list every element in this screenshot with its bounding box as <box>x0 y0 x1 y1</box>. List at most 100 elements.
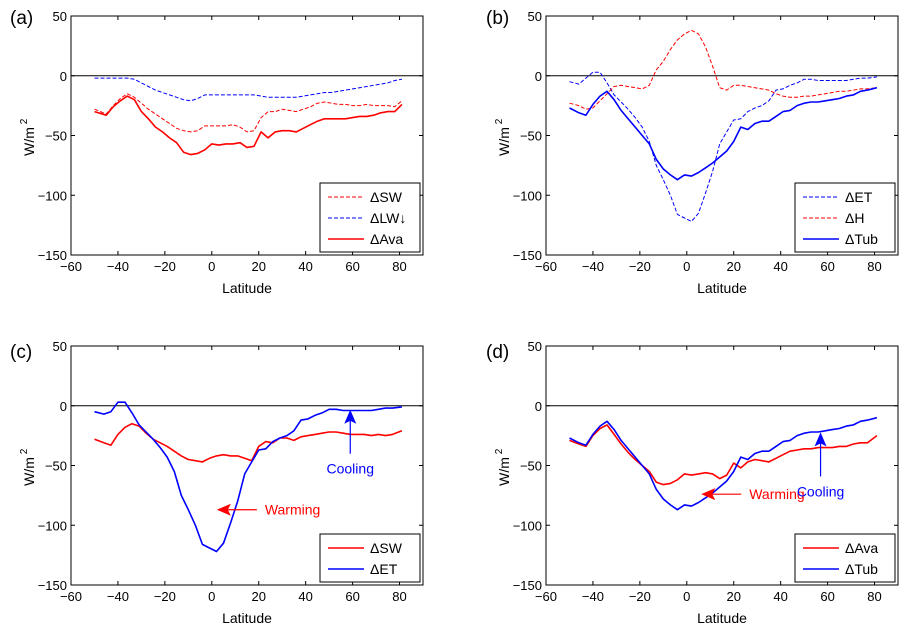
series-line-1 <box>94 422 403 463</box>
chart-panel-3: (c) −60 −40 −20 0 20 40 60 80 −150 −100 −50 0 50 Latit… <box>10 339 424 626</box>
y-axis-label-superscript: 2 <box>19 118 30 124</box>
arrow-head-icon <box>814 432 827 447</box>
legend-box <box>319 533 421 583</box>
x-tick-label: −60 <box>535 259 557 274</box>
y-tick-label: 50 <box>528 339 542 354</box>
annotation-warming: Warming <box>216 502 321 518</box>
x-tick-label: −40 <box>582 259 604 274</box>
y-tick-label: 0 <box>60 399 67 414</box>
y-tick-label: −50 <box>520 129 542 144</box>
x-axis-label: Latitude <box>697 610 747 626</box>
x-tick-label: −20 <box>154 259 176 274</box>
y-axis-label-superscript: 2 <box>494 118 505 124</box>
y-axis-label: W/m <box>21 127 37 156</box>
y-tick-label: −50 <box>45 459 67 474</box>
x-tick-label: −40 <box>107 259 129 274</box>
legend-entry: ΔTub <box>845 231 878 247</box>
y-tick-label: −50 <box>45 129 67 144</box>
legend-entry: ΔH <box>845 210 864 226</box>
legend-entry: ΔTub <box>845 561 878 577</box>
y-axis-label-group: W/m 2 <box>19 448 37 486</box>
x-tick-label: −20 <box>629 259 651 274</box>
chart-panel-2: (b) −60 −40 −20 0 20 40 60 80 −150 −100 −50 0 50 Latit… <box>486 8 899 296</box>
y-axis-label-group: W/m 2 <box>494 448 512 486</box>
y-tick-label: 0 <box>60 69 67 84</box>
legend: ΔET ΔH ΔTub <box>794 182 896 253</box>
series-line-2 <box>94 401 403 553</box>
annotation-text: Cooling <box>797 483 844 499</box>
y-tick-label: 50 <box>53 339 67 354</box>
x-tick-label: 0 <box>683 589 690 604</box>
y-axis-label: W/m <box>496 127 512 156</box>
x-tick-label: 0 <box>208 259 215 274</box>
series-line-2 <box>569 29 877 110</box>
panel-label: (b) <box>486 8 509 29</box>
x-tick-label: 80 <box>867 589 881 604</box>
x-tick-label: 20 <box>251 259 265 274</box>
y-tick-label: 0 <box>535 399 542 414</box>
chart-panel-4: (d) −60 −40 −20 0 20 40 60 80 −150 −100 −50 0 50 Latit… <box>486 339 899 626</box>
y-tick-label: −100 <box>38 518 67 533</box>
series-line-2 <box>569 416 878 511</box>
x-tick-label: 80 <box>392 589 406 604</box>
x-tick-label: −60 <box>60 259 82 274</box>
annotation-text: Warming <box>749 486 805 502</box>
x-tick-label: 0 <box>208 589 215 604</box>
annotation-cooling: Cooling <box>327 409 374 477</box>
x-tick-label: 20 <box>726 259 740 274</box>
series-line-1 <box>94 93 403 133</box>
y-tick-label: 0 <box>535 69 542 84</box>
x-tick-label: 40 <box>298 589 312 604</box>
x-tick-label: 80 <box>867 259 881 274</box>
series-line-3 <box>569 86 878 181</box>
series-line-3 <box>94 95 403 156</box>
legend-entry: ΔET <box>370 561 398 577</box>
legend-entry: ΔLW↓ <box>370 210 406 226</box>
annotation-text: Warming <box>265 502 321 518</box>
x-tick-label: −60 <box>535 589 557 604</box>
y-axis-label-superscript: 2 <box>494 448 505 454</box>
y-tick-label: −100 <box>513 518 542 533</box>
annotation-warming: Warming <box>701 486 805 502</box>
x-tick-label: 40 <box>298 259 312 274</box>
y-axis-label-group: W/m 2 <box>494 118 512 156</box>
x-tick-label: −40 <box>582 589 604 604</box>
annotation-cooling: Cooling <box>797 432 844 499</box>
x-tick-label: 60 <box>345 259 359 274</box>
x-tick-label: 20 <box>251 589 265 604</box>
y-axis-label: W/m <box>496 457 512 486</box>
panel-label: (a) <box>10 8 33 29</box>
legend: ΔAva ΔTub <box>794 533 896 583</box>
arrow-head-icon <box>344 409 357 424</box>
x-tick-label: 60 <box>345 589 359 604</box>
chart-panel-1: (a) −60 −40 −20 0 20 40 60 80 −150 −100 −50 0 50 Latit… <box>10 8 424 296</box>
legend-entry: ΔAva <box>845 540 878 556</box>
annotation-text: Cooling <box>327 461 374 477</box>
arrow-head-icon <box>701 488 716 501</box>
legend-entry: ΔSW <box>370 189 403 205</box>
y-tick-label: −100 <box>38 188 67 203</box>
arrow-head-icon <box>216 503 231 516</box>
panel-label: (d) <box>486 342 509 363</box>
y-tick-label: −150 <box>38 248 67 263</box>
series-line-1 <box>569 71 877 222</box>
legend: ΔSW ΔET <box>319 533 421 583</box>
y-tick-label: −150 <box>513 248 542 263</box>
legend-entry: ΔET <box>845 189 873 205</box>
legend-entry: ΔSW <box>370 540 403 556</box>
y-tick-label: −100 <box>513 188 542 203</box>
series-line-2 <box>94 77 402 102</box>
x-tick-label: −20 <box>629 589 651 604</box>
y-tick-label: 50 <box>528 9 542 24</box>
series-line-1 <box>569 424 878 486</box>
y-tick-label: 50 <box>53 9 67 24</box>
x-tick-label: 80 <box>392 259 406 274</box>
x-tick-label: 20 <box>726 589 740 604</box>
x-tick-label: 0 <box>683 259 690 274</box>
y-axis-label: W/m <box>21 457 37 486</box>
y-tick-label: −150 <box>513 578 542 593</box>
legend-box <box>794 533 896 583</box>
x-tick-label: 40 <box>773 589 787 604</box>
y-tick-label: −50 <box>520 459 542 474</box>
